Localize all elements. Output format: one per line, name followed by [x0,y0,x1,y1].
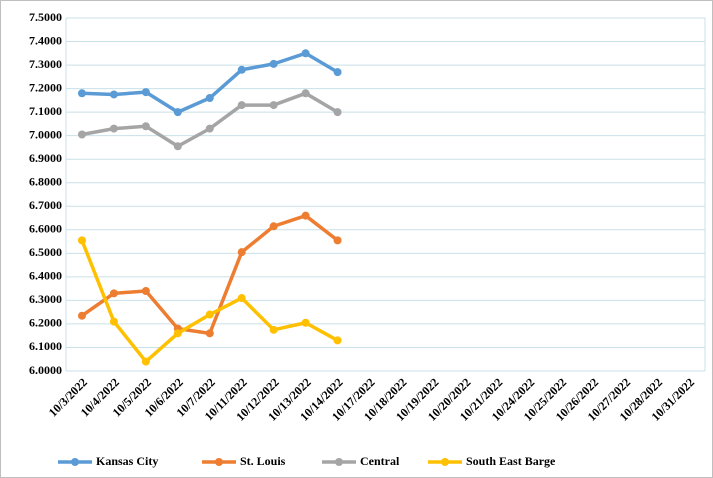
y-tick-label: 7.1000 [29,104,62,118]
legend-marker [215,458,223,466]
point [173,108,182,117]
legend-marker [71,458,79,466]
y-tick-label: 7.2000 [29,80,62,94]
y-tick-label: 7.4000 [29,33,62,47]
point [301,211,310,220]
y-tick-label: 7.5000 [29,10,62,24]
legend-marker [441,458,449,466]
point [269,101,278,110]
y-tick-label: 6.2000 [29,316,62,330]
point [109,317,118,326]
legend-marker [335,458,343,466]
y-tick-label: 6.0000 [29,363,62,377]
y-tick-label: 7.3000 [29,57,62,71]
point [109,90,118,99]
y-tick-label: 6.4000 [29,269,62,283]
legend-label: St. Louis [240,454,286,468]
point [237,65,246,74]
point [237,101,246,110]
point [333,236,342,245]
y-tick-label: 6.8000 [29,174,62,188]
point [333,68,342,77]
point [269,222,278,231]
point [205,310,214,319]
point [173,329,182,338]
y-tick-label: 7.0000 [29,127,62,141]
point [205,94,214,103]
point [173,142,182,151]
point [301,89,310,98]
y-tick-label: 6.5000 [29,245,62,259]
point [109,289,118,298]
point [205,329,214,338]
point [77,130,86,139]
point [77,89,86,98]
point [141,286,150,295]
legend-label: Central [360,454,400,468]
legend-label: South East Barge [466,454,556,468]
y-tick-label: 6.6000 [29,222,62,236]
point [77,236,86,245]
y-tick-label: 6.1000 [29,339,62,353]
y-tick-label: 6.7000 [29,198,62,212]
point [77,311,86,320]
point [301,318,310,327]
point [237,248,246,257]
legend-label: Kansas City [96,454,158,468]
point [205,124,214,133]
point [301,49,310,58]
point [333,108,342,117]
y-tick-label: 6.9000 [29,151,62,165]
point [333,336,342,345]
point [269,59,278,68]
point [269,325,278,334]
y-tick-label: 6.3000 [29,292,62,306]
point [141,357,150,366]
point [109,124,118,133]
point [141,88,150,97]
point [237,294,246,303]
point [141,122,150,131]
